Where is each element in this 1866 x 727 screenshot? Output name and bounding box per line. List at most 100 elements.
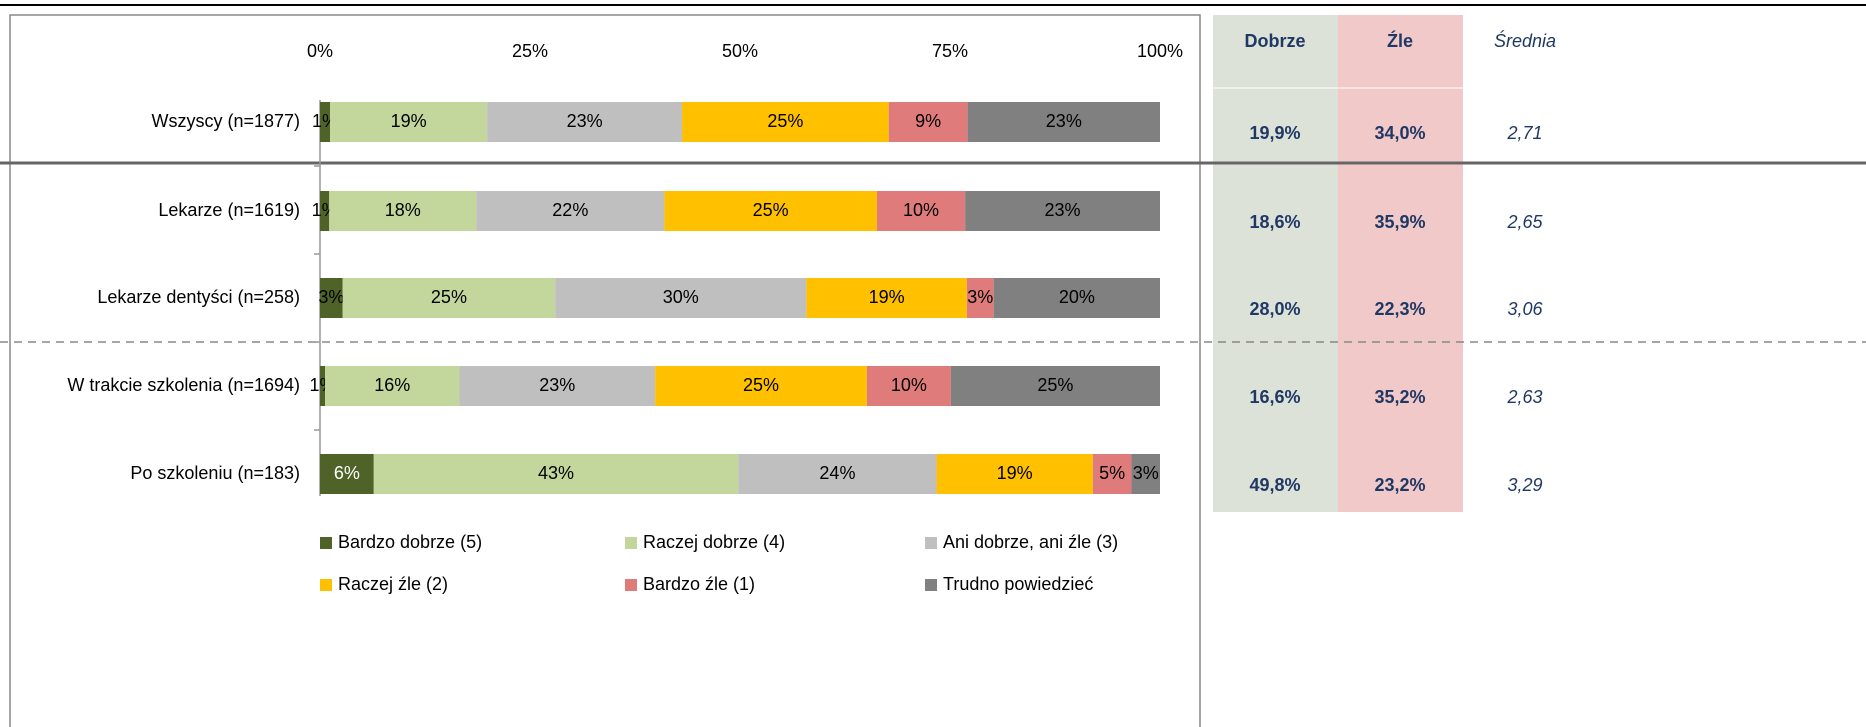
bar-segment bbox=[993, 278, 1160, 318]
data-label: 30% bbox=[663, 287, 699, 307]
bar-segment bbox=[888, 102, 968, 142]
x-tick-label: 75% bbox=[932, 41, 968, 61]
table-cell: 16,6% bbox=[1249, 387, 1300, 407]
data-label: 23% bbox=[539, 375, 575, 395]
table-cell: 2,71 bbox=[1506, 123, 1542, 143]
data-label: 25% bbox=[767, 111, 803, 131]
data-label: 22% bbox=[552, 200, 588, 220]
bar-segment bbox=[325, 366, 460, 406]
data-label: 23% bbox=[567, 111, 603, 131]
table-cell: 18,6% bbox=[1249, 212, 1300, 232]
legend-swatch bbox=[625, 537, 637, 549]
table-cell: 3,06 bbox=[1507, 299, 1543, 319]
table-cell: 2,65 bbox=[1506, 212, 1543, 232]
table-cell: 2,63 bbox=[1506, 387, 1542, 407]
data-label: 3% bbox=[318, 287, 344, 307]
legend-label: Raczej dobrze (4) bbox=[643, 532, 785, 552]
data-label: 6% bbox=[334, 463, 360, 483]
table-cell: 35,9% bbox=[1374, 212, 1425, 232]
bar-segment bbox=[487, 102, 683, 142]
bar-segment bbox=[655, 366, 867, 406]
bar-segment bbox=[936, 454, 1093, 494]
table-cell: 23,2% bbox=[1374, 475, 1425, 495]
legend-label: Raczej źle (2) bbox=[338, 574, 448, 594]
legend-label: Bardzo dobrze (5) bbox=[338, 532, 482, 552]
col-bg-dobrze bbox=[1213, 15, 1338, 512]
data-label: 24% bbox=[819, 463, 855, 483]
x-tick-label: 50% bbox=[722, 41, 758, 61]
table-cell: 3,29 bbox=[1507, 475, 1542, 495]
y-tick-label: Wszyscy (n=1877) bbox=[151, 111, 300, 131]
bar-segment bbox=[1131, 454, 1160, 494]
data-label: 10% bbox=[891, 375, 927, 395]
bar-segment bbox=[320, 366, 326, 406]
chart-frame bbox=[9, 14, 1201, 727]
bar-segment bbox=[806, 278, 967, 318]
col-bg-zle bbox=[1338, 15, 1463, 512]
legend-label: Bardzo źle (1) bbox=[643, 574, 755, 594]
data-label: 23% bbox=[1046, 111, 1082, 131]
bar-segment bbox=[950, 366, 1160, 406]
table-header: Średnia bbox=[1494, 30, 1556, 51]
legend-swatch bbox=[320, 537, 332, 549]
bar-segment bbox=[966, 278, 994, 318]
data-label: 19% bbox=[997, 463, 1033, 483]
bar-segment bbox=[476, 191, 665, 231]
bar-segment bbox=[866, 366, 951, 406]
table-cell: 35,2% bbox=[1374, 387, 1425, 407]
data-label: 25% bbox=[431, 287, 467, 307]
data-label: 25% bbox=[753, 200, 789, 220]
table-header: Źle bbox=[1387, 30, 1413, 51]
bar-segment bbox=[738, 454, 937, 494]
legend-label: Ani dobrze, ani źle (3) bbox=[943, 532, 1118, 552]
bar-segment bbox=[320, 102, 331, 142]
data-label: 20% bbox=[1059, 287, 1095, 307]
bar-segment bbox=[555, 278, 807, 318]
table-cell: 49,8% bbox=[1249, 475, 1300, 495]
table-cell: 28,0% bbox=[1249, 299, 1300, 319]
legend-swatch bbox=[925, 537, 937, 549]
bar-segment bbox=[320, 454, 374, 494]
bar-segment bbox=[682, 102, 889, 142]
data-label: 19% bbox=[391, 111, 427, 131]
y-tick-label: Lekarze (n=1619) bbox=[158, 200, 300, 220]
x-tick-label: 100% bbox=[1137, 41, 1183, 61]
table-header: Dobrze bbox=[1244, 31, 1305, 51]
bar-segment bbox=[320, 191, 330, 231]
table-cell: 22,3% bbox=[1374, 299, 1425, 319]
bar-segment bbox=[329, 191, 477, 231]
data-label: 18% bbox=[385, 200, 421, 220]
legend-swatch bbox=[320, 579, 332, 591]
bar-segment bbox=[965, 191, 1160, 231]
bar-segment bbox=[664, 191, 877, 231]
data-label: 19% bbox=[869, 287, 905, 307]
data-label: 25% bbox=[1037, 375, 1073, 395]
y-tick-label: Po szkoleniu (n=183) bbox=[130, 463, 300, 483]
data-label: 23% bbox=[1045, 200, 1081, 220]
data-label: 5% bbox=[1099, 463, 1125, 483]
data-label: 43% bbox=[538, 463, 574, 483]
bar-segment bbox=[320, 278, 343, 318]
data-label: 25% bbox=[743, 375, 779, 395]
bar-segment bbox=[373, 454, 739, 494]
data-label: 10% bbox=[903, 200, 939, 220]
bar-segment bbox=[459, 366, 656, 406]
legend-swatch bbox=[925, 579, 937, 591]
x-tick-label: 0% bbox=[307, 41, 333, 61]
y-tick-label: W trakcie szkolenia (n=1694) bbox=[67, 375, 300, 395]
bar-segment bbox=[342, 278, 556, 318]
bar-segment bbox=[967, 102, 1160, 142]
table-cell: 34,0% bbox=[1374, 123, 1425, 143]
data-label: 3% bbox=[1133, 463, 1159, 483]
legend-swatch bbox=[625, 579, 637, 591]
legend-label: Trudno powiedzieć bbox=[943, 574, 1093, 594]
data-label: 9% bbox=[915, 111, 941, 131]
data-label: 3% bbox=[967, 287, 993, 307]
bar-segment bbox=[876, 191, 966, 231]
y-tick-label: Lekarze dentyści (n=258) bbox=[97, 287, 300, 307]
table-cell: 19,9% bbox=[1249, 123, 1300, 143]
x-tick-label: 25% bbox=[512, 41, 548, 61]
bar-segment bbox=[330, 102, 488, 142]
